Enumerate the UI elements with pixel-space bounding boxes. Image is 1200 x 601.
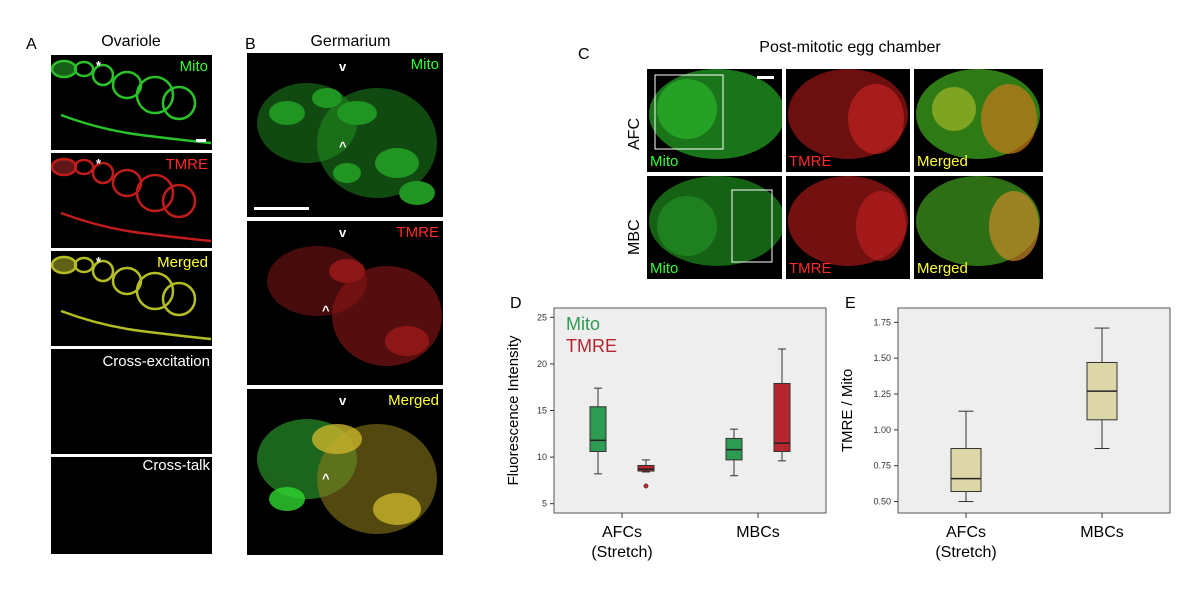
box [637,464,655,472]
label-tmre: TMRE [165,156,209,173]
ovariole-merged-image: * Merged [51,251,212,346]
x-tick-label: AFCs [602,524,642,541]
y-tick-label: 10 [537,452,547,462]
outlier-point [643,483,649,489]
box [589,406,607,452]
panel-b-letter: B [245,36,256,53]
label-cross-talk: Cross-talk [142,457,210,474]
plot-area [897,307,1171,514]
germarium-tmre-image: v ^ TMRE [247,221,443,385]
y-tick-label: 20 [537,359,547,369]
legend-label: Mito [566,314,600,334]
label-tmre: TMRE [789,260,832,277]
panel-d-letter: D [510,295,522,312]
x-tick-label: MBCs [1080,524,1124,541]
label-mito: Mito [179,58,208,75]
y-tick-label: 25 [537,312,547,322]
legend-label: TMRE [566,336,617,356]
afc-merged-image: Merged [914,69,1043,172]
y-tick-label: 0.75 [873,461,891,471]
y-axis-label: TMRE / Mito [840,369,856,452]
x-tick-label: AFCs [946,524,986,541]
panel-e-letter: E [845,295,856,312]
label-merged: Merged [917,153,968,170]
scale-bar [254,207,309,210]
mark-caret: ^ [322,471,330,486]
y-axis-label: Fluorescence Intensity [505,335,522,486]
label-cross-excitation: Cross-excitation [102,353,210,370]
chart-e: 0.50 0.75 1.00 1.25 1.50 1.75 TMRE / Mito AFCs (… [840,307,1171,561]
ovariole-mito-image: * Mito [51,55,212,150]
panel-a-title: Ovariole [101,33,161,50]
germarium-mito-image: v ^ Mito [247,53,443,217]
mark-v: v [339,225,347,240]
panel-c-title: Post-mitotic egg chamber [759,39,941,56]
y-tick-label: 15 [537,406,547,416]
mbc-mito-image: Mito [647,176,782,279]
mbc-merged-image: Merged [914,176,1043,279]
label-tmre: TMRE [396,224,440,241]
ovariole-cross-excitation-image: Cross-excitation [51,349,212,454]
mark-caret: ^ [322,303,330,318]
box [773,382,791,452]
afc-tmre-image: TMRE [786,69,910,172]
ovariole-cross-talk-image: Cross-talk [51,457,212,554]
ovariole-tmre-image: * TMRE [51,153,212,248]
mark-v: v [339,393,347,408]
y-tick-label: 1.50 [873,353,891,363]
row-label-afc: AFC [626,118,643,150]
afc-mito-image: Mito [647,69,782,172]
label-mito: Mito [410,56,439,73]
y-tick-label: 0.50 [873,497,891,507]
y-tick-label: 5 [542,499,547,509]
chart-d: 5 10 15 20 25 Fluorescence Intensity AFCs (Stre… [505,307,827,561]
label-merged: Merged [917,260,968,277]
panel-b-title: Germarium [310,33,391,50]
mark-v: v [339,59,347,74]
y-tick-label: 1.25 [873,389,891,399]
x-tick-label: MBCs [736,524,780,541]
panel-a-letter: A [26,36,37,53]
row-label-mbc: MBC [626,219,643,255]
germarium-merged-image: v ^ Merged [247,389,443,555]
label-mito: Mito [650,153,679,170]
y-tick-label: 1.00 [873,425,891,435]
label-mito: Mito [650,260,679,277]
mbc-tmre-image: TMRE [786,176,910,279]
scale-bar [196,139,206,142]
label-tmre: TMRE [789,153,832,170]
label-merged: Merged [157,254,208,271]
label-merged: Merged [388,392,439,409]
scale-bar [757,76,774,79]
x-tick-label: (Stretch) [591,544,652,561]
x-tick-label: (Stretch) [935,544,996,561]
mark-caret: ^ [339,139,347,154]
box [950,447,982,492]
y-tick-label: 1.75 [873,317,891,327]
panel-c-letter: C [578,46,590,63]
